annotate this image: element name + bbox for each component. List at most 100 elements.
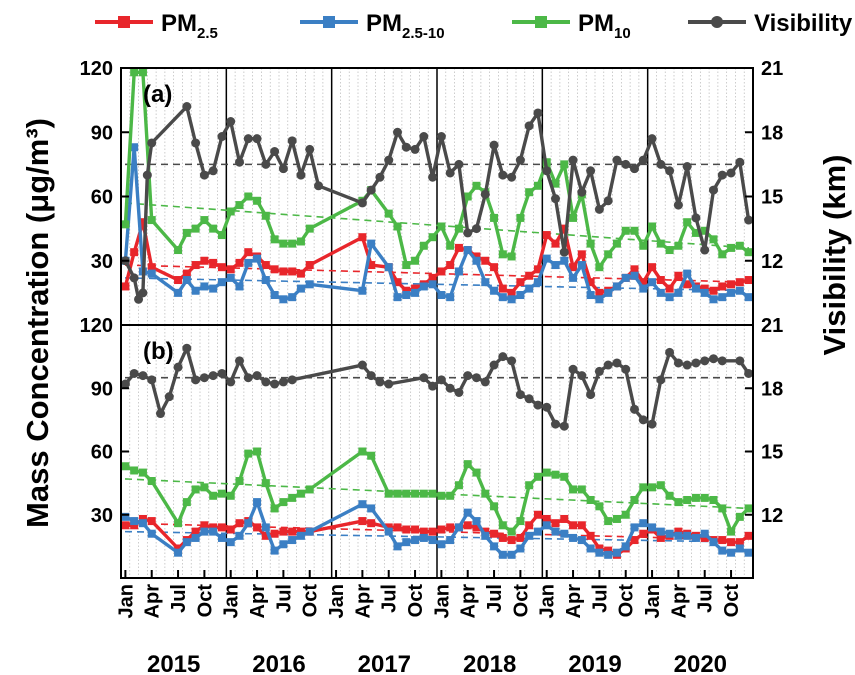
- data-point: [305, 527, 314, 536]
- data-point: [147, 269, 156, 278]
- data-point: [560, 256, 569, 265]
- data-point: [744, 276, 753, 285]
- data-point: [182, 276, 191, 285]
- data-point: [270, 546, 279, 555]
- data-point: [445, 168, 455, 178]
- data-point: [507, 288, 516, 297]
- data-point: [174, 288, 183, 297]
- data-point: [542, 521, 551, 530]
- legend-marker: [323, 16, 335, 28]
- data-point: [691, 493, 700, 502]
- data-point: [481, 489, 490, 498]
- data-point: [134, 294, 144, 304]
- data-point: [490, 529, 499, 538]
- data-point: [454, 387, 464, 397]
- data-point: [516, 544, 525, 553]
- data-point: [595, 295, 604, 304]
- data-point: [472, 468, 481, 477]
- data-point: [683, 269, 692, 278]
- data-point: [270, 291, 279, 300]
- data-point: [174, 246, 183, 255]
- year-label: 2016: [252, 651, 305, 675]
- data-point: [270, 265, 279, 274]
- data-point: [411, 489, 420, 498]
- data-point: [472, 517, 481, 526]
- year-label: 2018: [463, 651, 516, 675]
- data-point: [630, 271, 639, 280]
- data-point: [200, 216, 209, 225]
- data-point: [507, 172, 517, 182]
- data-point: [279, 498, 288, 507]
- data-point: [533, 527, 542, 536]
- year-label: 2015: [147, 651, 200, 675]
- data-point: [630, 404, 639, 414]
- data-point: [665, 284, 674, 293]
- data-point: [516, 291, 525, 300]
- data-point: [367, 504, 376, 513]
- data-point: [410, 144, 420, 154]
- data-point: [270, 235, 279, 244]
- left-tick-label: 30: [91, 251, 113, 273]
- data-point: [604, 288, 613, 297]
- data-point: [744, 548, 753, 557]
- data-point: [542, 231, 551, 240]
- data-point: [709, 354, 718, 364]
- right-tick-label: 21: [761, 58, 783, 80]
- data-point: [577, 536, 586, 545]
- data-point: [261, 211, 270, 220]
- x-tick-label: Apr: [458, 584, 480, 619]
- data-point: [604, 250, 613, 259]
- data-point: [454, 267, 463, 276]
- data-point: [279, 267, 288, 276]
- data-point: [121, 220, 130, 229]
- data-point: [305, 485, 314, 494]
- data-point: [603, 196, 613, 206]
- data-point: [700, 356, 710, 366]
- legend-marker: [118, 16, 130, 28]
- series-line: [124, 500, 750, 557]
- data-point: [638, 415, 648, 425]
- data-point: [296, 237, 305, 246]
- left-tick-label: 60: [91, 187, 113, 209]
- data-point: [200, 483, 209, 492]
- data-point: [367, 239, 376, 248]
- data-point: [569, 263, 578, 272]
- data-point: [366, 185, 376, 195]
- data-point: [244, 248, 253, 257]
- x-tick-label: Oct: [194, 584, 216, 618]
- data-point: [147, 517, 156, 526]
- data-point: [577, 187, 587, 197]
- panel-label: (b): [143, 338, 174, 365]
- data-point: [472, 252, 481, 261]
- data-point: [727, 288, 736, 297]
- data-point: [261, 531, 270, 540]
- data-point: [533, 181, 542, 190]
- data-point: [515, 390, 525, 400]
- data-point: [138, 519, 147, 528]
- data-point: [191, 527, 200, 536]
- data-point: [569, 533, 578, 542]
- data-point: [630, 495, 639, 504]
- data-point: [129, 368, 139, 378]
- data-point: [411, 284, 420, 293]
- data-point: [595, 502, 604, 511]
- data-point: [147, 375, 157, 385]
- left-tick-label: 90: [91, 122, 113, 144]
- data-point: [437, 525, 446, 534]
- data-point: [463, 246, 472, 255]
- data-point: [191, 286, 200, 295]
- data-point: [735, 538, 744, 547]
- x-tick-label: Apr: [352, 584, 374, 619]
- data-point: [419, 241, 428, 250]
- data-point: [436, 375, 446, 385]
- data-point: [647, 419, 657, 429]
- data-point: [437, 222, 446, 231]
- data-point: [235, 282, 244, 291]
- data-point: [454, 224, 463, 233]
- data-point: [630, 523, 639, 532]
- data-point: [586, 278, 595, 287]
- data-point: [200, 282, 209, 291]
- data-point: [630, 536, 639, 545]
- data-point: [428, 280, 437, 289]
- data-point: [735, 157, 745, 167]
